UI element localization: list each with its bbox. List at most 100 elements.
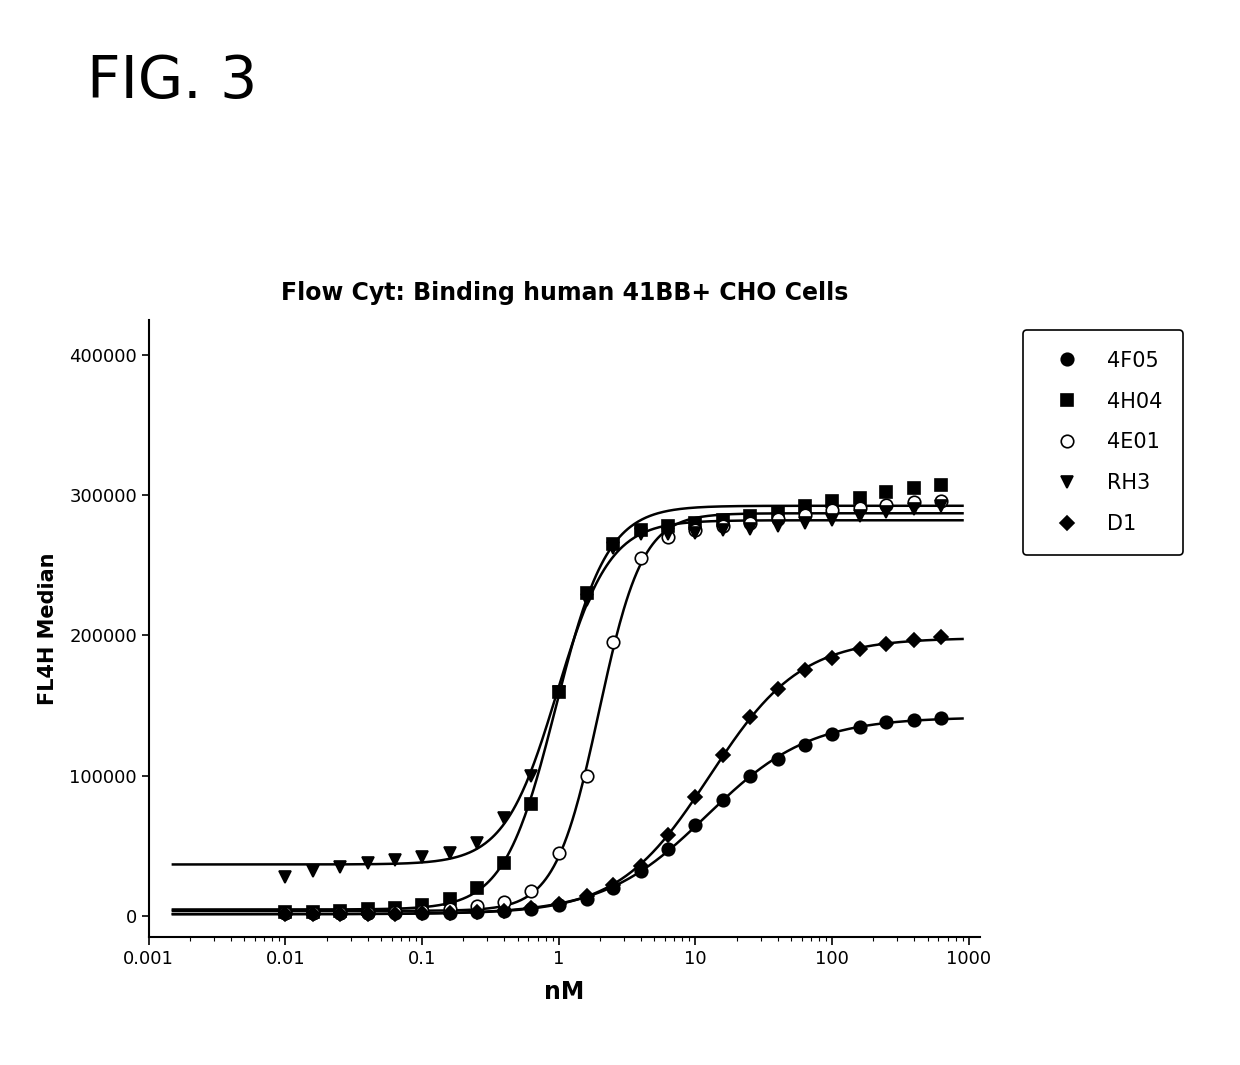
RH3 [497, 812, 512, 824]
D1 [715, 749, 730, 761]
4H04 [306, 905, 321, 918]
4E01 [361, 906, 376, 919]
4H04 [634, 524, 649, 537]
4H04 [414, 899, 429, 912]
D1 [443, 906, 458, 919]
4H04 [853, 491, 868, 504]
D1 [332, 907, 347, 920]
D1 [879, 637, 894, 650]
D1 [634, 859, 649, 872]
Legend: 4F05, 4H04, 4E01, RH3, D1: 4F05, 4H04, 4E01, RH3, D1 [1023, 330, 1183, 555]
RH3 [361, 856, 376, 869]
D1 [906, 634, 921, 646]
4H04 [332, 904, 347, 917]
4F05 [934, 711, 949, 724]
RH3 [715, 524, 730, 537]
4F05 [414, 907, 429, 920]
4F05 [278, 907, 293, 920]
4F05 [306, 907, 321, 920]
D1 [306, 907, 321, 920]
RH3 [278, 870, 293, 883]
RH3 [605, 542, 620, 555]
D1 [361, 907, 376, 920]
4E01 [906, 495, 921, 508]
4E01 [387, 905, 402, 918]
4F05 [361, 907, 376, 920]
RH3 [552, 685, 567, 698]
4H04 [525, 798, 539, 810]
4E01 [853, 502, 868, 514]
4E01 [934, 494, 949, 507]
D1 [469, 905, 484, 918]
4F05 [661, 842, 676, 855]
D1 [605, 879, 620, 891]
4E01 [825, 504, 839, 517]
4F05 [579, 892, 594, 905]
D1 [688, 790, 703, 803]
4E01 [879, 498, 894, 511]
4H04 [497, 856, 512, 869]
4H04 [934, 479, 949, 492]
4H04 [443, 892, 458, 905]
4H04 [387, 901, 402, 914]
Line: 4E01: 4E01 [279, 494, 947, 919]
RH3 [443, 847, 458, 859]
Line: RH3: RH3 [279, 499, 947, 883]
RH3 [634, 528, 649, 541]
4F05 [906, 714, 921, 726]
4E01 [525, 884, 539, 897]
4F05 [825, 727, 839, 740]
4F05 [879, 716, 894, 728]
Title: Flow Cyt: Binding human 41BB+ CHO Cells: Flow Cyt: Binding human 41BB+ CHO Cells [280, 281, 848, 305]
4H04 [688, 517, 703, 529]
RH3 [332, 861, 347, 873]
4H04 [797, 499, 812, 512]
Text: FIG. 3: FIG. 3 [87, 53, 257, 111]
4E01 [743, 517, 758, 529]
4E01 [278, 907, 293, 920]
D1 [552, 897, 567, 910]
4E01 [414, 904, 429, 917]
4E01 [770, 512, 785, 525]
4F05 [525, 903, 539, 916]
4F05 [743, 769, 758, 782]
D1 [387, 907, 402, 920]
4E01 [332, 907, 347, 920]
D1 [825, 652, 839, 665]
4E01 [552, 847, 567, 859]
RH3 [661, 528, 676, 541]
4F05 [443, 906, 458, 919]
4E01 [306, 907, 321, 920]
4H04 [469, 882, 484, 895]
D1 [853, 643, 868, 656]
4H04 [579, 587, 594, 600]
4F05 [634, 865, 649, 878]
4H04 [361, 903, 376, 916]
D1 [770, 683, 785, 695]
4F05 [688, 819, 703, 832]
4H04 [906, 481, 921, 494]
4F05 [715, 793, 730, 806]
RH3 [879, 506, 894, 519]
4H04 [661, 520, 676, 532]
RH3 [770, 520, 785, 532]
RH3 [853, 510, 868, 523]
D1 [661, 829, 676, 841]
4F05 [497, 904, 512, 917]
4F05 [605, 882, 620, 895]
RH3 [797, 517, 812, 529]
D1 [278, 907, 293, 920]
X-axis label: nM: nM [544, 980, 584, 1003]
4H04 [825, 494, 839, 507]
Line: D1: D1 [280, 632, 946, 919]
RH3 [934, 499, 949, 512]
Line: 4H04: 4H04 [279, 479, 947, 918]
4E01 [688, 524, 703, 537]
4E01 [497, 896, 512, 908]
4F05 [387, 907, 402, 920]
RH3 [579, 594, 594, 607]
4E01 [661, 530, 676, 543]
4H04 [552, 685, 567, 698]
4E01 [605, 636, 620, 649]
RH3 [414, 851, 429, 864]
